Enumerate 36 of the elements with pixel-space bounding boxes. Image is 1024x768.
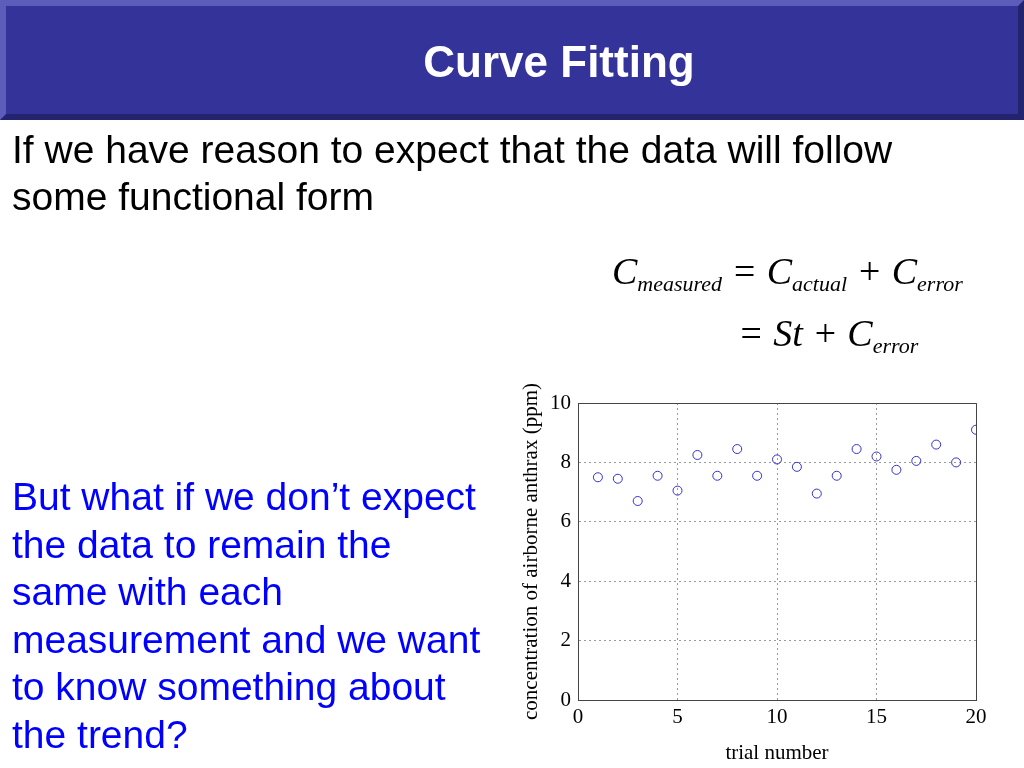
point [951, 457, 962, 468]
y-axis-title: concentration of airborne anthrax (ppm) [518, 382, 543, 721]
y-tick-label: 4 [560, 567, 572, 592]
point [871, 451, 882, 462]
point [712, 470, 723, 481]
point [652, 470, 663, 481]
point [692, 449, 703, 460]
point [592, 472, 603, 483]
y-tick-label: 6 [560, 508, 571, 533]
text: C$_{measured}$ = C$_{actual}$ + C$_{error}$ [612, 250, 963, 296]
x-tick-label: 5 [672, 704, 683, 729]
point [931, 439, 942, 450]
point [891, 464, 902, 475]
text: = St + C$_{error}$ [738, 312, 919, 358]
y-tick-label: 0 [560, 686, 571, 711]
text: But what if we don’t expect the data to remain the same with each measurement and we want to know something about the trend? [12, 474, 482, 758]
x-tick-label: 10 [766, 704, 788, 729]
point [732, 444, 743, 455]
y-tick-label: 2 [560, 627, 571, 652]
point [752, 470, 763, 481]
point [632, 496, 643, 507]
y-tick-label: 10 [550, 389, 571, 414]
text: If we have reason to expect that the data will follow some functional form [12, 127, 894, 220]
x-tick-label: 20 [965, 704, 987, 729]
x-tick-label: 15 [866, 704, 887, 729]
point [911, 455, 922, 466]
x-axis-title: trial number [725, 739, 829, 764]
chart-title: Curve Fitting [422, 37, 696, 86]
point [791, 461, 802, 472]
point [772, 454, 782, 465]
point [851, 444, 862, 455]
point [831, 470, 842, 481]
point [672, 485, 683, 496]
point [612, 473, 623, 484]
point [811, 488, 822, 499]
y-tick-label: 8 [560, 448, 571, 473]
